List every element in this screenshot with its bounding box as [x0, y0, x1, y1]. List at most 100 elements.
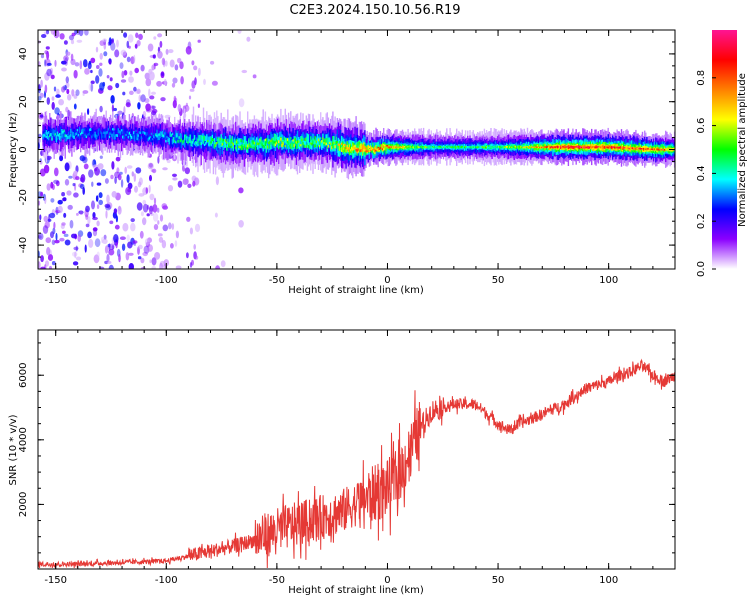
noise-blob	[96, 220, 100, 227]
ridge-cell	[487, 146, 489, 149]
noise-blob	[127, 241, 133, 249]
ridge-cell	[381, 148, 384, 150]
ridge-cell	[303, 140, 305, 146]
noise-blob	[50, 198, 55, 203]
ridge-cell	[137, 129, 139, 139]
ridge-cell	[83, 128, 85, 132]
ridge-cell	[59, 135, 61, 141]
ridge-cell	[138, 131, 140, 134]
noise-blob	[69, 219, 74, 229]
ridge-cell	[320, 140, 322, 146]
noise-blob	[129, 70, 133, 76]
noise-blob	[99, 105, 103, 113]
ridge-cell	[178, 137, 180, 144]
ridge-cell	[295, 143, 298, 150]
ridge-cell	[312, 135, 314, 154]
ridge-cell	[148, 134, 150, 140]
noise-blob	[238, 187, 244, 194]
ridge-cell	[180, 137, 183, 149]
noise-blob	[186, 216, 191, 222]
ridge-cell	[547, 146, 550, 149]
ridge-cell	[143, 131, 145, 134]
ridge-cell	[102, 128, 104, 138]
noise-blob	[172, 77, 178, 84]
ridge-cell	[116, 134, 118, 137]
ridge-cell	[321, 143, 323, 149]
ridge-cell	[531, 145, 533, 149]
ridge-cell	[69, 130, 71, 139]
ridge-cell	[452, 146, 455, 149]
ridge-cell	[264, 141, 267, 146]
ridge-cell	[260, 141, 262, 145]
noise-blob	[71, 89, 75, 97]
ridge-cell	[258, 139, 260, 145]
noise-blob	[157, 220, 160, 225]
ridge-cell	[558, 145, 561, 148]
ridge-cell	[273, 133, 275, 144]
ridge-cell	[362, 147, 364, 156]
ridge-cell	[140, 136, 143, 140]
noise-blob	[44, 84, 48, 94]
ridge-cell	[332, 136, 334, 147]
ridge-cell	[612, 146, 614, 149]
ridge-cell	[98, 130, 101, 136]
ridge-cell	[512, 146, 514, 148]
ridge-cell	[353, 147, 355, 150]
ridge-cell	[228, 141, 230, 155]
ridge-cell	[596, 146, 598, 148]
ridge-cell	[441, 146, 444, 148]
ridge-cell	[490, 146, 492, 148]
noise-blob	[63, 40, 68, 45]
noise-blob	[128, 252, 134, 256]
ridge-cell	[419, 146, 421, 148]
ridge-cell	[342, 145, 344, 149]
ridge-cell	[555, 145, 557, 148]
ridge-cell	[224, 139, 227, 142]
noise-blob	[61, 67, 67, 72]
ridge-cell	[128, 134, 131, 141]
ridge-cell	[222, 139, 225, 142]
ridge-cell	[92, 134, 94, 137]
ridge-cell	[149, 127, 152, 137]
ridge-cell	[568, 146, 571, 149]
noise-blob	[61, 197, 67, 202]
ridge-cell	[287, 141, 290, 145]
ridge-cell	[197, 138, 199, 143]
ridge-cell	[302, 142, 304, 146]
ridge-cell	[304, 138, 306, 141]
ridge-cell	[54, 133, 56, 136]
ridge-cell	[482, 145, 484, 148]
noise-blob	[123, 32, 128, 38]
ridge-cell	[112, 128, 114, 131]
noise-blob	[214, 212, 218, 218]
noise-blob	[121, 70, 125, 79]
ridge-cell	[214, 144, 217, 147]
ridge-cell	[299, 140, 301, 146]
ridge-cell	[76, 128, 79, 132]
ridge-cell	[111, 133, 113, 137]
ridge-cell	[378, 149, 380, 152]
ridge-cell	[656, 148, 658, 151]
ridge-cell	[90, 128, 92, 131]
ridge-cell	[326, 146, 328, 150]
ridge-cell	[60, 136, 62, 142]
ridge-cell	[345, 146, 347, 149]
ridge-cell	[273, 143, 275, 148]
ridge-cell	[482, 146, 484, 149]
ridge-cell	[289, 140, 291, 147]
noise-blob	[114, 176, 117, 184]
ridge-cell	[99, 130, 102, 134]
ridge-cell	[301, 136, 303, 148]
ridge-cell	[439, 146, 441, 148]
ridge-cell	[187, 135, 189, 142]
ridge-cell	[230, 145, 232, 149]
ridge-cell	[312, 138, 314, 145]
ridge-cell	[366, 150, 368, 152]
ridge-cell	[337, 137, 340, 149]
ridge-cell	[344, 147, 346, 152]
ridge-cell	[346, 146, 348, 150]
ridge-cell	[153, 128, 155, 136]
ridge-cell	[214, 136, 217, 147]
ridge-cell	[91, 128, 93, 133]
